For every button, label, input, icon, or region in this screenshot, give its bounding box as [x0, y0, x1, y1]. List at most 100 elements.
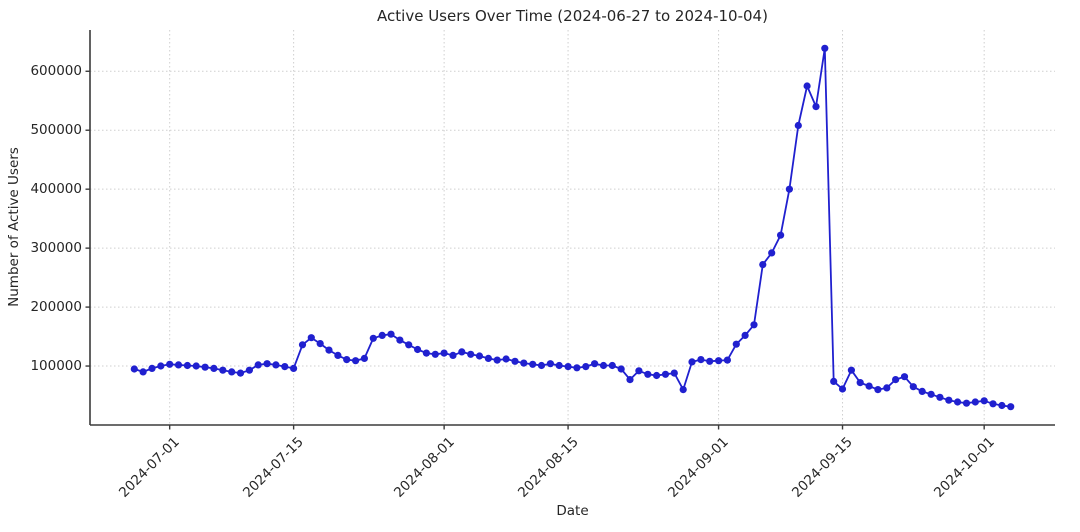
- data-point: [573, 364, 581, 372]
- y-tick-label: 500000: [30, 122, 82, 139]
- data-point: [564, 363, 572, 371]
- data-point: [502, 355, 510, 363]
- y-tick-label: 600000: [30, 63, 82, 80]
- data-point: [582, 363, 590, 371]
- data-point: [918, 387, 926, 395]
- data-point: [715, 357, 723, 365]
- data-point: [449, 351, 457, 359]
- data-point: [183, 361, 191, 370]
- data-point: [679, 386, 687, 394]
- data-point: [777, 231, 785, 239]
- data-point: [785, 185, 794, 193]
- data-point: [759, 261, 767, 269]
- data-point: [484, 354, 492, 362]
- data-point: [670, 369, 678, 377]
- data-point: [838, 385, 847, 393]
- data-point: [803, 82, 811, 90]
- data-point: [537, 361, 546, 370]
- data-point: [865, 382, 873, 390]
- data-point: [688, 358, 696, 366]
- data-point: [334, 351, 342, 359]
- data-point: [290, 364, 298, 372]
- data-point: [697, 356, 705, 364]
- data-point: [812, 103, 820, 111]
- data-point: [706, 357, 714, 365]
- data-point: [219, 366, 227, 374]
- data-point: [892, 376, 900, 384]
- data-point: [520, 359, 528, 367]
- data-point: [971, 398, 979, 406]
- data-point: [962, 399, 971, 407]
- data-point: [369, 334, 377, 342]
- data-point: [298, 341, 307, 349]
- data-point: [927, 390, 935, 398]
- data-point: [945, 396, 953, 404]
- data-point: [378, 331, 386, 339]
- data-point: [281, 363, 289, 371]
- data-point: [352, 357, 360, 365]
- data-point: [732, 340, 740, 348]
- data-line: [134, 47, 1011, 408]
- data-point: [263, 360, 271, 368]
- data-point: [316, 340, 324, 348]
- data-point: [1007, 403, 1015, 411]
- data-point: [493, 356, 501, 364]
- data-point: [989, 400, 997, 408]
- data-point: [396, 336, 404, 344]
- data-point: [254, 361, 262, 369]
- data-point: [856, 379, 864, 387]
- y-tick-label: 200000: [30, 299, 82, 316]
- data-point: [431, 350, 439, 358]
- data-point: [422, 349, 430, 357]
- data-point: [750, 321, 758, 329]
- data-point: [998, 401, 1006, 410]
- data-point: [741, 331, 749, 339]
- data-point: [830, 377, 838, 385]
- data-point: [954, 398, 962, 406]
- data-point: [139, 368, 147, 376]
- data-point: [635, 367, 643, 375]
- data-point: [980, 397, 988, 405]
- data-point: [511, 357, 519, 365]
- data-point: [210, 364, 218, 372]
- x-axis-label: Date: [556, 503, 589, 519]
- data-point: [201, 363, 209, 371]
- data-point: [723, 356, 732, 364]
- data-point: [228, 368, 236, 376]
- data-point: [546, 360, 555, 368]
- y-tick-label: 400000: [30, 181, 82, 198]
- data-point: [467, 350, 475, 358]
- y-axis-label: Number of Active Users: [6, 147, 22, 307]
- data-point: [555, 361, 563, 370]
- data-point: [325, 346, 333, 354]
- data-point: [821, 44, 829, 52]
- data-point: [653, 371, 661, 380]
- data-point: [130, 365, 138, 373]
- data-point: [236, 369, 245, 377]
- data-point: [909, 383, 917, 391]
- data-point: [617, 365, 625, 373]
- data-point: [847, 366, 856, 374]
- y-tick-label: 300000: [30, 240, 82, 257]
- data-point: [343, 356, 351, 364]
- data-point: [360, 354, 368, 362]
- data-point: [440, 349, 448, 357]
- data-point: [768, 249, 776, 257]
- data-point: [148, 364, 156, 372]
- data-point: [174, 361, 183, 369]
- data-point: [794, 121, 802, 130]
- data-point: [626, 376, 634, 384]
- data-point: [608, 361, 616, 370]
- data-point: [245, 366, 253, 374]
- data-point: [661, 370, 670, 378]
- data-point: [272, 361, 280, 369]
- data-point: [192, 362, 200, 370]
- data-point: [644, 370, 652, 378]
- data-point: [307, 334, 315, 342]
- data-point: [874, 386, 882, 394]
- data-point: [387, 330, 395, 338]
- data-point: [900, 373, 909, 381]
- data-point: [599, 361, 608, 370]
